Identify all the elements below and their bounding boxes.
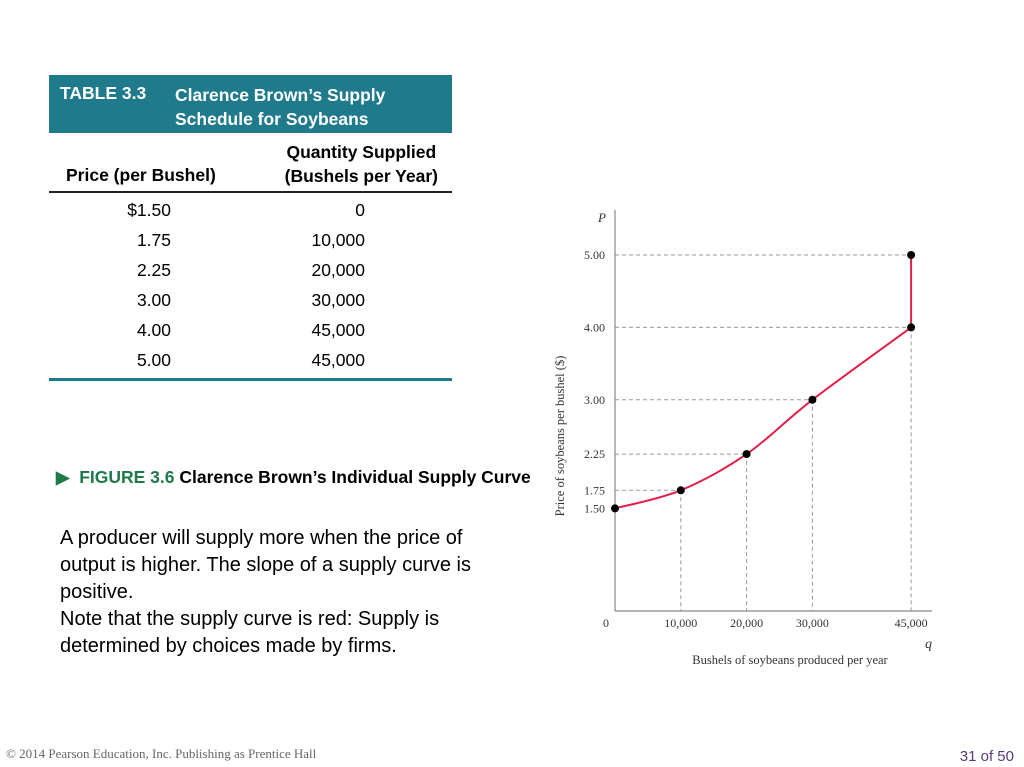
column-headers: Price (per Bushel) Quantity Supplied (Bus… xyxy=(49,75,452,193)
table-title-line1: Clarence Brown’s Supply xyxy=(175,85,386,105)
y-tick-label: 1.75 xyxy=(584,483,605,497)
x-tick-label: 30,000 xyxy=(796,616,829,630)
row-qty: 0 xyxy=(355,200,365,220)
col-qty-line2: (Bushels per Year) xyxy=(284,166,438,186)
row-qty: 45,000 xyxy=(311,350,365,370)
data-point xyxy=(907,251,916,259)
col-price: Price (per Bushel) xyxy=(66,165,216,185)
y-axis-symbol: P xyxy=(597,210,606,225)
figure-caption: ▶ FIGURE 3.6 Clarence Brown’s Individual… xyxy=(56,465,531,490)
x-tick-label: 0 xyxy=(603,616,609,630)
table-row: 4.00 45,000 xyxy=(49,316,452,346)
row-qty: 20,000 xyxy=(311,260,365,280)
y-tick-label: 4.00 xyxy=(584,320,605,334)
row-price: 3.00 xyxy=(136,290,171,310)
description-p2: Note that the supply curve is red: Suppl… xyxy=(60,608,440,657)
x-tick-label: 20,000 xyxy=(730,616,763,630)
row-qty: 10,000 xyxy=(311,230,365,250)
supply-schedule-table: TABLE 3.3 Clarence Brown’s Supply Schedul… xyxy=(49,75,452,381)
table-row: 1.75 10,000 xyxy=(49,226,452,256)
row-qty: 45,000 xyxy=(311,320,365,340)
page-number: 31 of 50 xyxy=(959,748,1014,765)
table-title: Clarence Brown’s Supply Schedule for Soyb… xyxy=(175,83,385,131)
supply-curve xyxy=(614,255,913,510)
figure-title: Clarence Brown’s Individual Supply Curve xyxy=(179,467,531,487)
table-body: $1.50 0 1.75 10,000 2.25 20,000 3.00 30,000 4.00… xyxy=(49,193,452,381)
y-tick-label: 3.00 xyxy=(584,393,605,407)
col-qty-line1: Quantity Supplied xyxy=(286,142,437,162)
row-price: $1.50 xyxy=(127,200,171,220)
y-tick-label: 2.25 xyxy=(584,447,605,461)
y-axis-title: Price of soybeans per bushel ($) xyxy=(553,356,567,517)
row-qty: 30,000 xyxy=(311,290,365,310)
data-point xyxy=(907,323,916,332)
table-number: TABLE 3.3 xyxy=(60,83,147,103)
col-qty: Quantity Supplied (Bushels per Year) xyxy=(285,140,438,188)
x-tick-label: 10,000 xyxy=(664,616,697,630)
triangle-right-icon: ▶ xyxy=(56,467,70,487)
table-row: 5.00 45,000 xyxy=(49,346,452,376)
table-row: 2.25 20,000 xyxy=(49,256,452,286)
x-axis-title: Bushels of soybeans produced per year xyxy=(692,653,888,667)
row-price: 5.00 xyxy=(136,350,171,370)
x-tick-label: 45,000 xyxy=(895,616,928,630)
y-tick-label: 5.00 xyxy=(584,248,605,262)
table-row: 3.00 30,000 xyxy=(49,286,452,316)
row-price: 4.00 xyxy=(136,320,171,340)
data-point xyxy=(742,450,751,459)
x-axis-symbol: q xyxy=(925,637,932,652)
y-tick-label: 1.50 xyxy=(584,501,605,515)
copyright: © 2014 Pearson Education, Inc. Publishin… xyxy=(6,746,317,761)
row-price: 2.25 xyxy=(136,260,171,280)
description: A producer will supply more when the pri… xyxy=(60,525,510,660)
row-price: 1.75 xyxy=(136,230,171,250)
data-point xyxy=(676,486,685,495)
description-p1: A producer will supply more when the pri… xyxy=(60,527,471,603)
table-header: TABLE 3.3 Clarence Brown’s Supply Schedul… xyxy=(49,75,452,133)
data-point xyxy=(611,504,619,513)
table-row: $1.50 0 xyxy=(49,196,452,226)
table-title-line2: Schedule for Soybeans xyxy=(175,109,369,129)
data-point xyxy=(808,395,817,404)
figure-label: FIGURE 3.6 xyxy=(79,467,175,487)
